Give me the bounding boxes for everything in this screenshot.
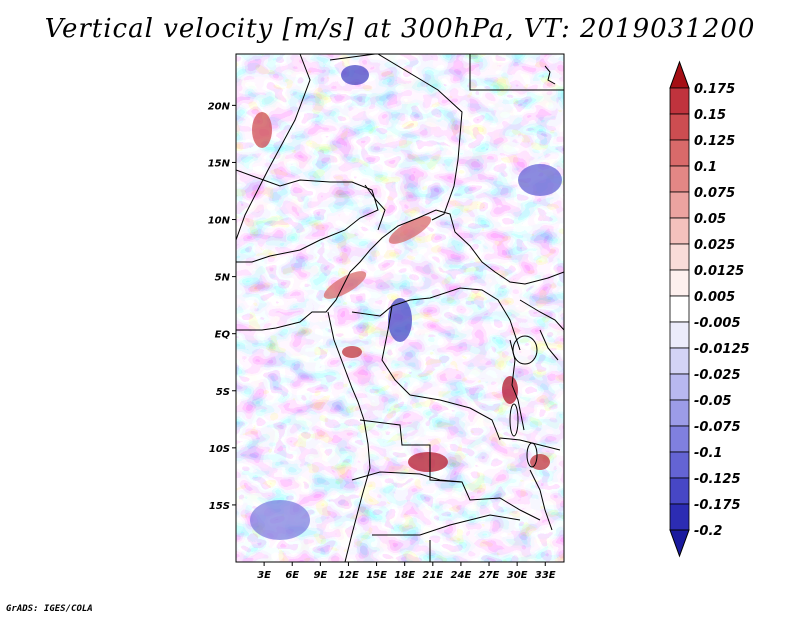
- colorbar-segment: [669, 243, 690, 271]
- lon-tick-label: 33E: [535, 570, 556, 581]
- colorbar-label: 0.05: [694, 212, 726, 227]
- lon-tick-label: 6E: [285, 570, 299, 581]
- colorbar-label: 0.075: [694, 186, 735, 201]
- colorbar-segment: [669, 217, 690, 245]
- latitude-axis: 20N 15N 10N 5N EQ 5S 10S 15S: [208, 101, 236, 512]
- colorbar-label: 0.005: [694, 290, 735, 305]
- colorbar-label: -0.005: [694, 316, 741, 331]
- colorbar-segment: [669, 321, 690, 349]
- lon-tick-label: 12E: [338, 570, 359, 581]
- country-borders: [236, 54, 564, 562]
- colorbar-label: -0.175: [694, 498, 741, 513]
- lat-tick-label: EQ: [215, 330, 231, 341]
- lon-tick-label: 9E: [313, 570, 327, 581]
- lat-tick-label: 20N: [208, 101, 231, 112]
- colorbar-segment: [669, 425, 690, 453]
- colorbar-segment: [669, 373, 690, 401]
- chart-title: Vertical velocity [m/s] at 300hPa, VT: 2…: [44, 14, 756, 44]
- colorbar-label: -0.0125: [694, 342, 750, 357]
- lat-tick-label: 5S: [216, 387, 230, 398]
- map-frame: [235, 53, 565, 563]
- lat-tick-label: 10S: [209, 444, 230, 455]
- lat-tick-label: 15S: [209, 501, 230, 512]
- lon-tick-label: 18E: [394, 570, 415, 581]
- colorbar-segment: [669, 477, 690, 505]
- colorbar-label: 0.1: [694, 160, 717, 175]
- footer-credit: GrADS: IGES/COLA: [6, 604, 93, 614]
- colorbar-label: -0.125: [694, 472, 741, 487]
- colorbar-segment: [669, 503, 690, 531]
- colorbar-label: -0.05: [694, 394, 731, 409]
- colorbar-label: -0.2: [694, 524, 722, 539]
- colorbar-segment: [669, 347, 690, 375]
- lat-tick-label: 5N: [215, 273, 231, 284]
- lon-tick-label: 21E: [422, 570, 443, 581]
- colorbar-segment: [669, 399, 690, 427]
- colorbar-label: 0.15: [694, 108, 726, 123]
- lat-tick-label: 15N: [208, 158, 231, 169]
- colorbar-label: -0.025: [694, 368, 741, 383]
- colorbar-segment: [669, 191, 690, 219]
- colorbar-label: 0.175: [694, 82, 735, 97]
- lon-tick-label: 27E: [479, 570, 500, 581]
- colorbar-label: -0.075: [694, 420, 741, 435]
- colorbar-segment: [669, 87, 690, 115]
- longitude-axis: 3E 6E 9E 12E 15E 18E 21E 24E 27E 30E 33E: [257, 562, 556, 581]
- lon-tick-label: 24E: [451, 570, 472, 581]
- colorbar-segment: [669, 113, 690, 141]
- colorbar-label: 0.125: [694, 134, 735, 149]
- colorbar-segment: [669, 139, 690, 167]
- colorbar-bottom-arrow: [669, 529, 690, 558]
- colorbar-segment: [669, 295, 690, 323]
- colorbar-label: 0.025: [694, 238, 735, 253]
- lon-tick-label: 3E: [257, 570, 271, 581]
- colorbar-segment: [669, 451, 690, 479]
- colorbar-segment: [669, 165, 690, 193]
- velocity-field: [236, 54, 564, 562]
- colorbar-label: -0.1: [694, 446, 722, 461]
- colorbar-top-arrow: [669, 60, 690, 89]
- lon-tick-label: 15E: [366, 570, 387, 581]
- lon-tick-label: 30E: [507, 570, 528, 581]
- lat-tick-label: 10N: [208, 216, 231, 227]
- colorbar: 0.175 0.15 0.125 0.1 0.075 0.05 0.025 0.0125 0.0…: [669, 60, 750, 558]
- colorbar-segment: [669, 269, 690, 297]
- colorbar-label: 0.0125: [694, 264, 744, 279]
